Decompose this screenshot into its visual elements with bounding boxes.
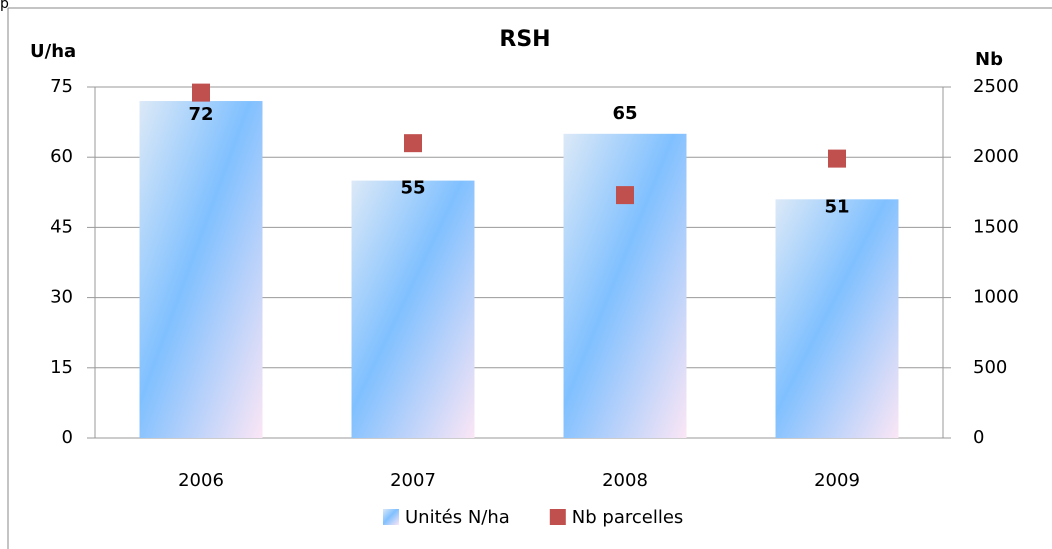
y-tick-label: 15 bbox=[50, 357, 73, 378]
page-marker: p bbox=[0, 0, 9, 12]
chart-title: RSH bbox=[499, 27, 550, 52]
data-label: 72 bbox=[188, 104, 213, 125]
legend-swatch bbox=[549, 509, 566, 525]
y2-tick-label: 0 bbox=[973, 427, 984, 448]
legend-swatch bbox=[383, 509, 399, 525]
y-tick-label: 30 bbox=[50, 287, 73, 308]
y2-tick-label: 1000 bbox=[973, 287, 1019, 308]
x-tick-label: 2008 bbox=[602, 470, 648, 491]
x-tick-label: 2006 bbox=[178, 470, 224, 491]
y2-tick-label: 500 bbox=[973, 357, 1007, 378]
data-label: 65 bbox=[612, 103, 637, 124]
bar bbox=[351, 180, 475, 438]
legend-label: Unités N/ha bbox=[405, 507, 510, 528]
y-tick-label: 0 bbox=[62, 427, 73, 448]
y-tick-label: 75 bbox=[50, 76, 73, 97]
y2-tick-label: 1500 bbox=[973, 216, 1019, 237]
data-label: 51 bbox=[824, 196, 849, 217]
y2-tick-label: 2000 bbox=[973, 146, 1019, 167]
data-label: 55 bbox=[400, 178, 425, 199]
legend-label: Nb parcelles bbox=[572, 507, 684, 528]
marker bbox=[828, 149, 846, 168]
bar bbox=[139, 101, 263, 438]
bar bbox=[563, 133, 687, 439]
y-tick-label: 45 bbox=[50, 216, 73, 237]
y2-tick-label: 2500 bbox=[973, 76, 1019, 97]
x-tick-label: 2007 bbox=[390, 470, 436, 491]
y-axis-label: U/ha bbox=[30, 41, 76, 62]
x-tick-label: 2009 bbox=[814, 470, 860, 491]
bar bbox=[775, 199, 899, 438]
marker bbox=[404, 134, 422, 153]
marker bbox=[616, 186, 634, 205]
y-tick-label: 60 bbox=[50, 146, 73, 167]
y2-axis-label: Nb bbox=[975, 49, 1003, 70]
marker bbox=[192, 83, 210, 102]
